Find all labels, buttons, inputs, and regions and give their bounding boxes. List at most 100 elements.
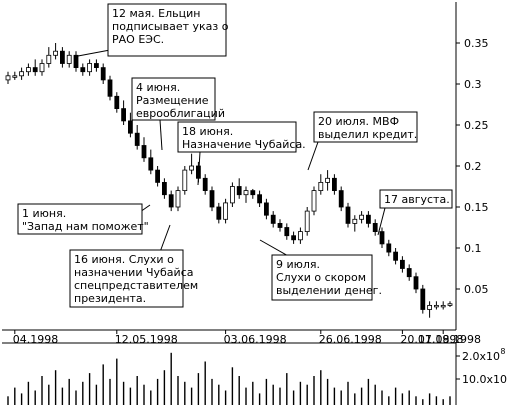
- annotation-text: еврооблигаций: [136, 107, 225, 120]
- candle-body: [175, 190, 181, 208]
- candle-body: [148, 157, 154, 171]
- annotation-text: выделении денег.: [276, 284, 382, 297]
- candle-body: [182, 169, 188, 192]
- x-tick-label: 03.06.1998: [224, 333, 287, 346]
- candle-body: [284, 227, 290, 237]
- x-tick-label: 11.08.1998: [418, 333, 481, 346]
- annotation-text: 9 июля.: [276, 258, 320, 271]
- candle-body: [53, 50, 58, 56]
- candle-body: [134, 132, 140, 146]
- candle-body: [420, 288, 426, 310]
- candle-body: [46, 54, 52, 64]
- candle-body: [19, 71, 25, 77]
- candle-body: [5, 75, 11, 81]
- candle-body: [223, 202, 229, 220]
- candle-body: [372, 222, 378, 232]
- candle-body: [277, 222, 283, 228]
- annotation-text: 16 июня. Слухи о: [74, 253, 174, 266]
- candle-body: [12, 75, 18, 78]
- annotation-leader: [259, 239, 291, 258]
- candle-body: [202, 177, 208, 192]
- volume-tick-label: 2.0x10: [462, 350, 500, 363]
- candle-body: [100, 67, 106, 81]
- annotation-box: [107, 3, 227, 57]
- annotation: 1 июня."Запад нам поможет": [17, 203, 151, 235]
- candle-body: [168, 194, 174, 208]
- volume-tick-exponent: 8: [500, 347, 505, 356]
- candle-body: [447, 303, 453, 306]
- candle-body: [66, 54, 72, 64]
- x-tick-label: 04.1998: [13, 333, 59, 346]
- candle-body: [161, 181, 167, 196]
- annotation-text: президента.: [74, 292, 146, 305]
- candle-body: [433, 304, 439, 308]
- candle-body: [427, 304, 433, 310]
- annotation-leader: [197, 151, 201, 186]
- candle-body: [243, 190, 249, 196]
- candle-body: [94, 63, 99, 68]
- candle-body: [155, 169, 161, 183]
- candle-body: [25, 67, 31, 73]
- candle-body: [338, 190, 344, 208]
- annotation-leader: [77, 49, 111, 57]
- y-tick-label: 0.35: [464, 37, 489, 50]
- candle-body: [386, 243, 392, 253]
- x-tick-label: 12.05.1998: [115, 333, 178, 346]
- annotation-text: Назначение Чубайса.: [182, 138, 306, 151]
- candle-body: [325, 177, 331, 183]
- candle-body: [250, 190, 256, 196]
- candle-body: [263, 202, 269, 216]
- candle-body: [73, 54, 79, 68]
- candle-body: [270, 214, 276, 224]
- annotation-text: "Запад нам поможет": [22, 220, 149, 233]
- annotation-box: [131, 77, 216, 121]
- annotation-text: Слухи о скором: [276, 271, 366, 284]
- candle-body: [304, 210, 310, 233]
- annotation-leader: [307, 141, 319, 171]
- annotation-box: [313, 111, 418, 143]
- candle-body: [297, 231, 303, 241]
- candle-body: [318, 181, 324, 191]
- y-tick-label: 0.25: [464, 119, 489, 132]
- y-tick-label: 0.1: [464, 242, 482, 255]
- annotation-text: Размещение: [136, 94, 209, 107]
- annotation: 18 июня.Назначение Чубайса.: [177, 121, 306, 186]
- x-tick-label: 20.07.1998: [400, 333, 463, 346]
- candle-body: [440, 304, 446, 308]
- annotation: 17 августа.: [377, 189, 453, 236]
- y-tick-label: 0.15: [464, 201, 489, 214]
- candle-body: [257, 194, 263, 204]
- annotation-box: [379, 189, 453, 209]
- candle-body: [141, 145, 147, 159]
- candle-body: [121, 108, 126, 122]
- volume-group: [7, 352, 451, 405]
- volume-tick-label: 10.0x10: [462, 373, 507, 386]
- annotation-box: [69, 249, 184, 308]
- candle-body: [107, 79, 113, 97]
- candle-body: [393, 251, 399, 261]
- candle-body: [406, 268, 412, 278]
- annotation-text: 12 мая. Ельцин: [112, 7, 200, 20]
- candle-body: [379, 231, 385, 245]
- annotation-text: 4 июня.: [136, 81, 180, 94]
- y-tick-label: 0.05: [464, 283, 489, 296]
- candle-body: [189, 165, 195, 171]
- candle-body: [365, 214, 371, 224]
- candle-body: [311, 190, 317, 212]
- candle-body: [229, 186, 235, 204]
- candle-body: [32, 67, 38, 73]
- annotation-box: [177, 121, 297, 153]
- candle-body: [216, 206, 222, 220]
- candle-body: [80, 67, 86, 73]
- x-tick-label: 26.06.1998: [319, 333, 382, 346]
- annotation-box: [17, 203, 143, 235]
- candle-body: [60, 50, 65, 64]
- candle-body: [236, 186, 242, 196]
- candle-body: [209, 190, 215, 208]
